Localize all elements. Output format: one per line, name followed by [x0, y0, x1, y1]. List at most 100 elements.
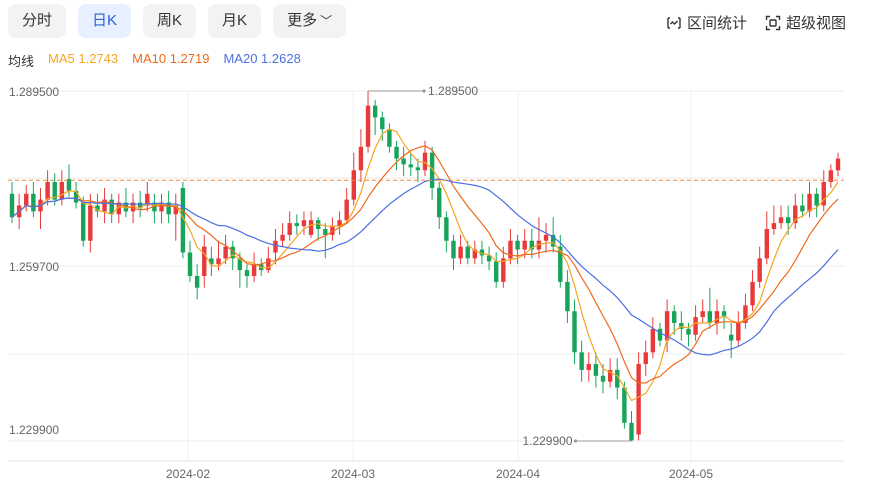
- candle-body: [159, 202, 164, 212]
- candle-body: [607, 369, 613, 382]
- candle-body: [166, 202, 171, 215]
- candle-body: [622, 387, 627, 423]
- max-annotation-dot: [422, 89, 426, 93]
- super-view-button[interactable]: 超级视图: [765, 12, 846, 33]
- candle-body: [137, 202, 143, 209]
- candle-body: [145, 193, 150, 206]
- candle-body: [102, 199, 107, 212]
- candle-body: [508, 240, 513, 259]
- candle-body: [714, 311, 720, 323]
- candle-body: [194, 275, 200, 288]
- candle-body: [458, 246, 463, 259]
- chevron-down-icon: ﹀: [320, 14, 333, 28]
- x-tick-label: 2024-03: [331, 467, 375, 481]
- candle-body: [536, 240, 542, 250]
- interval-stats-label: 区间统计: [686, 15, 747, 32]
- tab-label: 日K: [92, 12, 118, 29]
- candle-body: [308, 220, 314, 235]
- candle-body: [736, 322, 741, 341]
- candle-body: [180, 187, 186, 253]
- candle-body: [95, 205, 100, 212]
- candle-body: [130, 202, 136, 212]
- candle-body: [586, 364, 591, 370]
- candle-body: [743, 305, 748, 323]
- tab-daily-k[interactable]: 日K: [78, 4, 132, 38]
- candle-body: [451, 240, 456, 259]
- candle-body: [9, 193, 15, 218]
- candle-body: [444, 217, 449, 241]
- x-tick-label: 2024-02: [166, 467, 210, 481]
- ma5-line: [11, 128, 839, 402]
- candle-body: [24, 193, 29, 206]
- candle-body: [529, 240, 535, 250]
- candle-body: [543, 234, 549, 241]
- candle-body: [750, 281, 755, 306]
- candle-body: [615, 369, 620, 388]
- candle-body: [394, 146, 399, 159]
- candle-body: [123, 202, 129, 212]
- candle-body: [757, 258, 762, 282]
- candle-body: [351, 170, 357, 200]
- tab-weekly-k[interactable]: 周K: [143, 4, 197, 38]
- candle-body: [358, 146, 364, 171]
- period-tabs: 分时 日K 周K 月K 更多 ﹀: [8, 4, 347, 40]
- y-tick-label: 1.259700: [9, 260, 59, 274]
- candle-body: [52, 182, 57, 200]
- candle-body: [280, 234, 285, 241]
- y-tick-label: 1.289500: [9, 85, 59, 99]
- candle-body: [465, 246, 470, 259]
- candle-body: [472, 249, 478, 259]
- max-annotation-label: 1.289500: [428, 84, 478, 98]
- chart-tools: 区间统计 超级视图: [666, 12, 846, 33]
- candle-body: [835, 158, 841, 171]
- candle-body: [664, 311, 670, 341]
- tab-more[interactable]: 更多 ﹀: [273, 4, 347, 38]
- candlestick-chart[interactable]: 1.289500 1.259700 1.229900 2024-02 2024-03 20…: [0, 78, 878, 492]
- candle-body: [479, 249, 485, 256]
- x-tick-label: 2024-04: [496, 467, 540, 481]
- candle-body: [437, 187, 442, 218]
- candle-body: [187, 252, 193, 276]
- candle-body: [273, 240, 278, 253]
- candle-body: [579, 352, 584, 370]
- candle-body: [73, 190, 79, 203]
- ma5-value: MA5 1.2743: [48, 51, 119, 66]
- candle-body: [323, 229, 328, 235]
- candle-body: [266, 258, 271, 271]
- candle-body: [380, 117, 385, 130]
- y-tick-label: 1.229900: [9, 423, 59, 437]
- candle-body: [408, 164, 413, 168]
- candle-body: [401, 158, 406, 165]
- min-annotation-label: 1.229900: [522, 434, 572, 448]
- candle-body: [330, 226, 335, 235]
- candle-body: [216, 258, 221, 265]
- candle-body: [515, 240, 520, 250]
- super-view-label: 超级视图: [785, 15, 846, 32]
- candle-body: [828, 170, 834, 183]
- candle-body: [672, 311, 677, 323]
- ma-legend: 均线 MA5 1.2743 MA10 1.2719 MA20 1.2628: [8, 51, 301, 70]
- interval-stats-icon: [667, 16, 681, 29]
- candle-body: [59, 182, 65, 200]
- super-view-icon: [765, 15, 781, 30]
- tab-label: 月K: [222, 12, 248, 29]
- candle-body: [600, 375, 606, 382]
- tab-monthly-k[interactable]: 月K: [208, 4, 262, 38]
- ma-legend-label: 均线: [8, 54, 35, 69]
- candle-body: [686, 328, 691, 335]
- tab-intraday[interactable]: 分时: [8, 4, 67, 38]
- candle-body: [807, 193, 812, 212]
- candle-body: [771, 223, 777, 230]
- candle-body: [493, 261, 499, 282]
- candle-body: [800, 205, 805, 212]
- candle-body: [522, 240, 527, 250]
- candle-body: [337, 220, 342, 227]
- candle-body: [237, 258, 243, 271]
- candle-body: [636, 364, 641, 435]
- candle-body: [657, 328, 663, 341]
- candle-body: [572, 311, 577, 353]
- candle-body: [764, 229, 770, 259]
- interval-stats-button[interactable]: 区间统计: [666, 12, 747, 33]
- candle-body: [287, 223, 292, 235]
- ma20-line: [11, 178, 839, 356]
